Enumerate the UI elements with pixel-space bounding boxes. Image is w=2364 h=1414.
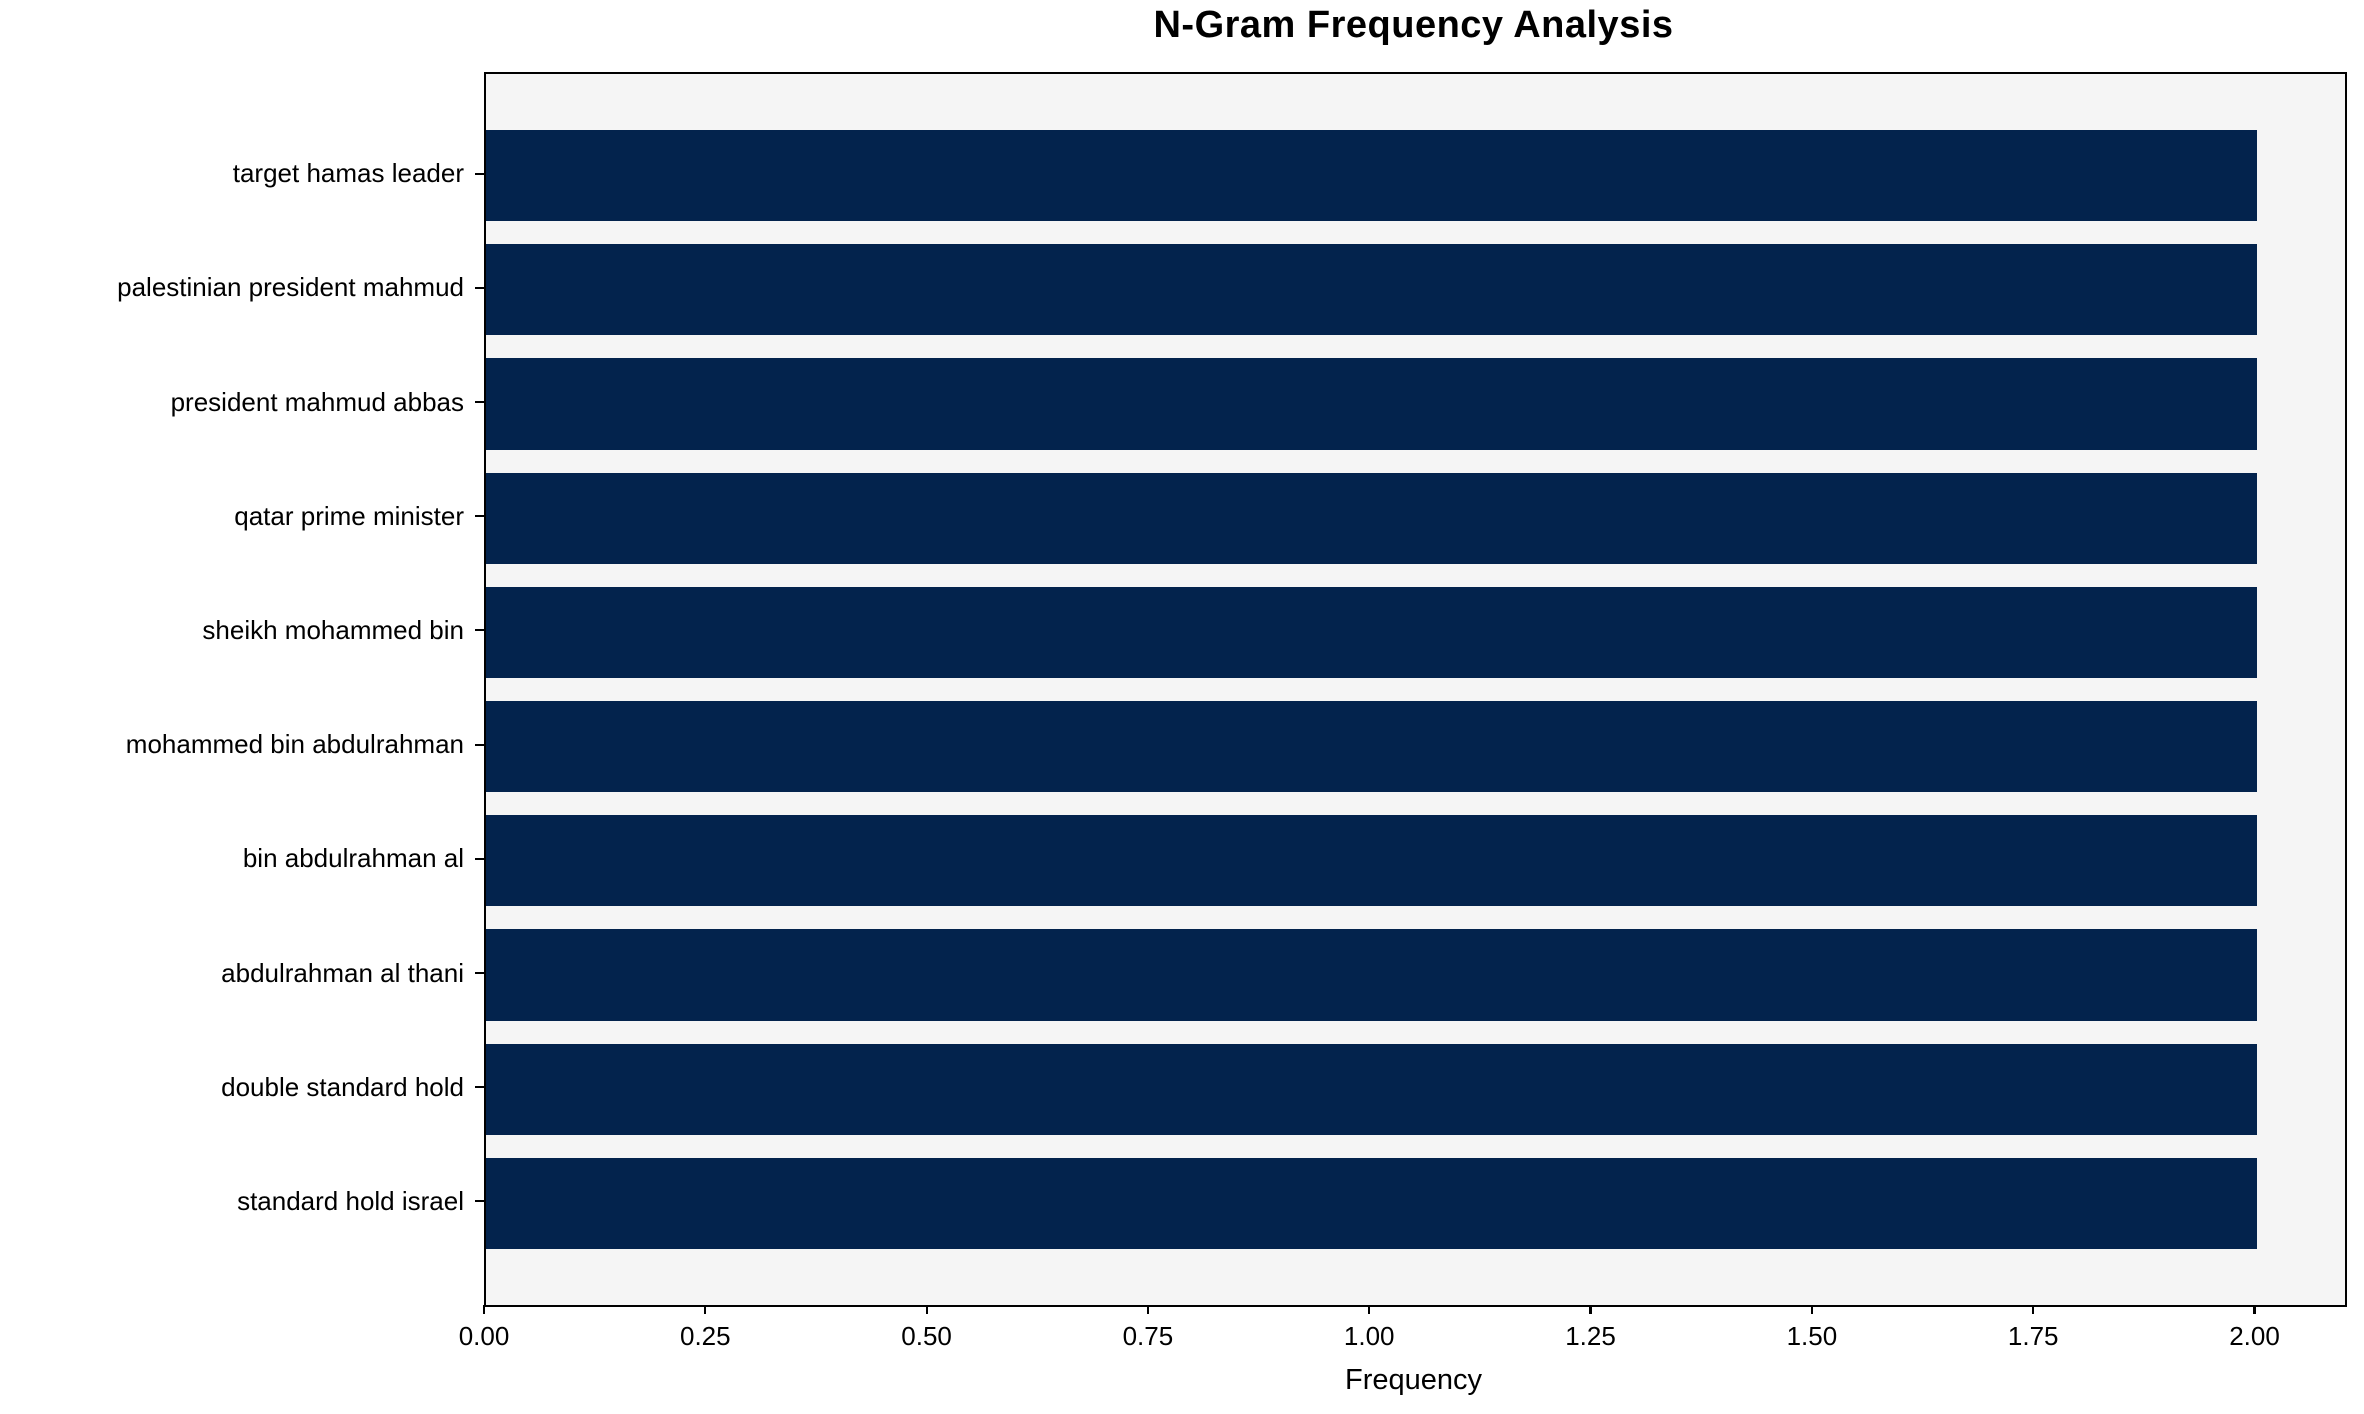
y-tick-mark xyxy=(475,400,484,404)
y-tick-label: sheikh mohammed bin xyxy=(202,614,464,645)
y-tick-mark xyxy=(475,286,484,289)
x-tick-mark xyxy=(1589,1305,1592,1315)
y-tick-mark xyxy=(475,172,484,175)
x-tick-label: 0.25 xyxy=(679,1321,731,1351)
y-tick-label: abdulrahman al thani xyxy=(221,957,464,988)
x-tick-mark xyxy=(2253,1305,2256,1315)
x-tick-label: 0.00 xyxy=(458,1321,510,1351)
bar xyxy=(486,815,2257,907)
y-tick-mark xyxy=(475,971,484,975)
x-axis-label: Frequency xyxy=(1344,1364,1482,1396)
bar xyxy=(486,929,2257,1021)
y-tick-mark xyxy=(475,857,484,860)
x-tick-label: 0.75 xyxy=(1122,1321,1174,1351)
y-tick-mark xyxy=(475,629,484,632)
x-tick-mark xyxy=(1146,1305,1149,1315)
y-tick-label: standard hold israel xyxy=(237,1185,464,1216)
x-tick-mark xyxy=(1368,1305,1371,1315)
y-tick-mark xyxy=(475,743,484,746)
y-tick-label: bin abdulrahman al xyxy=(242,843,464,874)
x-tick-label: 0.50 xyxy=(901,1321,952,1351)
x-tick-label: 2.00 xyxy=(2229,1321,2280,1351)
bars-layer xyxy=(486,74,2345,1305)
x-tick-mark xyxy=(704,1305,707,1315)
x-tick-label: 1.00 xyxy=(1343,1321,1395,1351)
y-tick-label: double standard hold xyxy=(221,1071,464,1102)
y-tick-label: palestinian president mahmud xyxy=(117,272,464,303)
y-tick-label: president mahmud abbas xyxy=(170,386,464,417)
bar xyxy=(486,586,2257,679)
y-tick-mark xyxy=(475,515,484,518)
bar xyxy=(486,1157,2257,1250)
x-tick-mark xyxy=(482,1305,486,1315)
bar xyxy=(486,700,2257,793)
bar xyxy=(486,1043,2257,1135)
y-tick-mark xyxy=(475,1200,484,1203)
bar xyxy=(486,472,2257,564)
x-tick-label: 1.50 xyxy=(1786,1321,1838,1351)
bar xyxy=(486,244,2257,336)
bar xyxy=(486,130,2257,222)
x-tick-label: 1.75 xyxy=(2007,1321,2059,1351)
bar xyxy=(486,358,2257,450)
x-tick-label: 1.25 xyxy=(1565,1321,1616,1351)
y-tick-mark xyxy=(475,1086,484,1089)
x-tick-mark xyxy=(1810,1305,1813,1315)
y-tick-label: qatar prime minister xyxy=(234,500,464,531)
x-tick-mark xyxy=(925,1305,928,1315)
x-tick-mark xyxy=(2032,1305,2035,1315)
plot-area xyxy=(484,72,2347,1307)
chart-title: N-Gram Frequency Analysis xyxy=(1153,4,1674,46)
y-tick-label: mohammed bin abdulrahman xyxy=(125,729,464,760)
y-tick-label: target hamas leader xyxy=(232,158,464,189)
